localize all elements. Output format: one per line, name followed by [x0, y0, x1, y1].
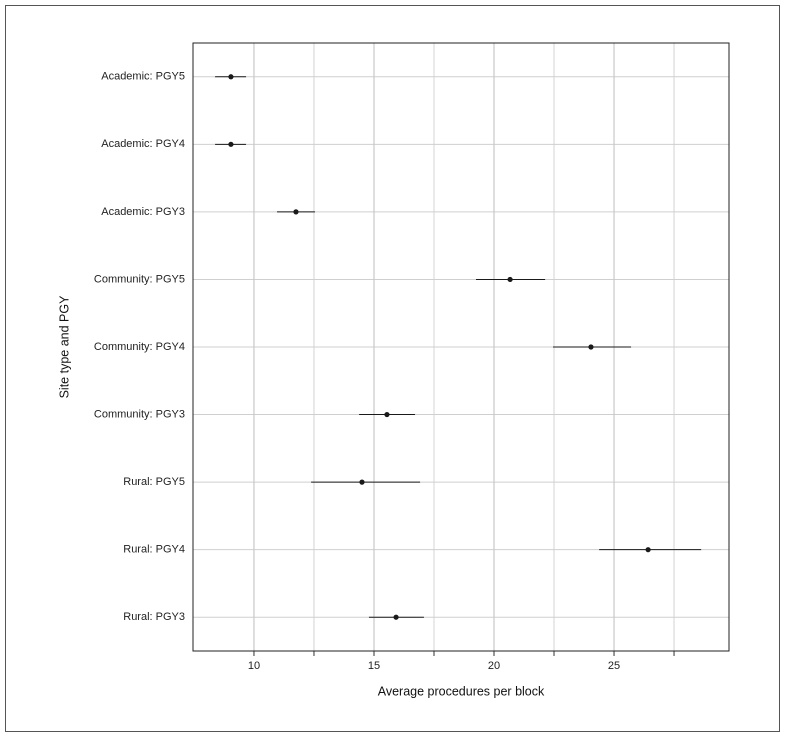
point	[228, 141, 234, 147]
y-tick-label: Academic: PGY5	[101, 71, 185, 83]
point	[359, 479, 365, 485]
plot-border	[192, 42, 730, 652]
y-tick-label: Rural: PGY5	[123, 476, 185, 488]
point	[645, 547, 651, 553]
point	[293, 209, 299, 215]
point	[384, 411, 390, 418]
point	[228, 74, 234, 80]
x-tick-label: 25	[608, 660, 620, 672]
x-tick-label: 10	[248, 660, 260, 672]
y-tick-label: Rural: PGY3	[123, 611, 185, 623]
y-tick-label: Community: PGY5	[94, 273, 185, 285]
frame	[5, 5, 780, 732]
point	[507, 276, 513, 283]
y-tick-label: Academic: PGY3	[101, 206, 185, 218]
y-tick-label: Academic: PGY4	[101, 138, 185, 150]
y-axis-title: Site type and PGY	[57, 295, 71, 399]
y-tick-label: Community: PGY3	[94, 408, 185, 420]
y-tick-label: Rural: PGY4	[123, 544, 185, 556]
point	[393, 614, 399, 620]
x-tick-label: 15	[368, 660, 380, 672]
y-tick-label: Community: PGY4	[94, 341, 185, 353]
x-axis-title: Average procedures per block	[378, 684, 545, 698]
x-tick-label: 20	[488, 660, 500, 672]
point	[588, 344, 594, 350]
